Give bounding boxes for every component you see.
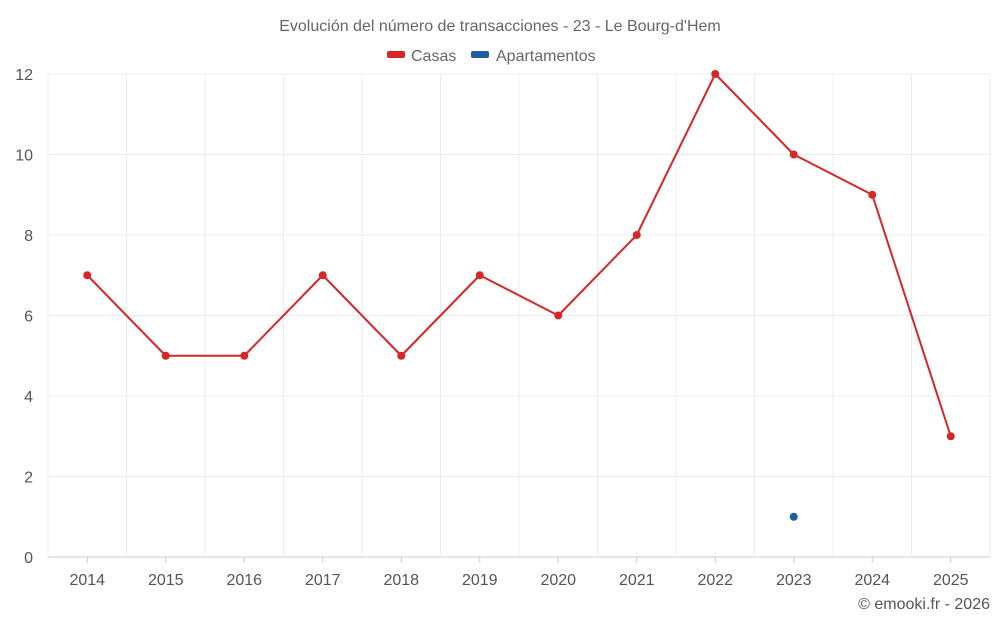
x-tick-label: 2017 [305,572,341,589]
data-point-casas[interactable] [554,311,563,320]
x-tick-label: 2020 [540,572,576,589]
data-point-casas[interactable] [161,351,170,360]
x-tick-label: 2018 [383,572,419,589]
legend-label-apartamentos[interactable]: Apartamentos [496,48,596,65]
data-point-casas[interactable] [83,271,92,280]
y-tick-label: 0 [24,550,33,567]
y-tick-label: 12 [15,67,33,84]
data-point-casas[interactable] [397,351,406,360]
legend-swatch-casas [387,51,405,58]
credit: © emooki.fr - 2026 [858,596,990,613]
y-axis-ticks: 0 2 4 6 8 10 12 [15,67,33,567]
chart-title: Evolución del número de transacciones - … [279,18,721,35]
y-tick-label: 2 [24,470,33,487]
x-tick-label: 2015 [148,572,184,589]
x-tick-label: 2023 [776,572,812,589]
legend-swatch-apartamentos [471,51,489,58]
y-tick-label: 8 [24,228,33,245]
legend[interactable]: Casas Apartamentos [387,48,596,65]
x-tick-label: 2024 [854,572,890,589]
data-point-casas[interactable] [240,351,249,360]
data-point-casas[interactable] [632,231,641,239]
series-layer [83,70,955,521]
x-tick-label: 2021 [619,572,655,589]
x-tick-label: 2022 [697,572,733,589]
x-tick-label: 2016 [226,572,262,589]
x-tick-label: 2025 [933,572,969,589]
y-tick-label: 6 [24,309,33,326]
data-point-casas[interactable] [711,70,720,78]
data-point-casas[interactable] [318,271,327,280]
x-axis-ticks: 2014 2015 2016 2017 2018 2019 2020 2021 2022 2023… [69,557,969,589]
series-line-casas [86,73,952,437]
data-point-casas[interactable] [475,271,484,280]
grid [47,73,991,558]
x-tick-label: 2014 [69,572,105,589]
y-tick-label: 4 [24,389,33,406]
data-point-apartamentos[interactable] [789,512,798,521]
y-tick-label: 10 [15,148,33,165]
data-point-casas[interactable] [868,190,877,199]
x-tick-label: 2019 [462,572,498,589]
data-point-casas[interactable] [789,150,798,159]
data-point-casas[interactable] [946,432,955,441]
legend-label-casas[interactable]: Casas [411,48,456,65]
